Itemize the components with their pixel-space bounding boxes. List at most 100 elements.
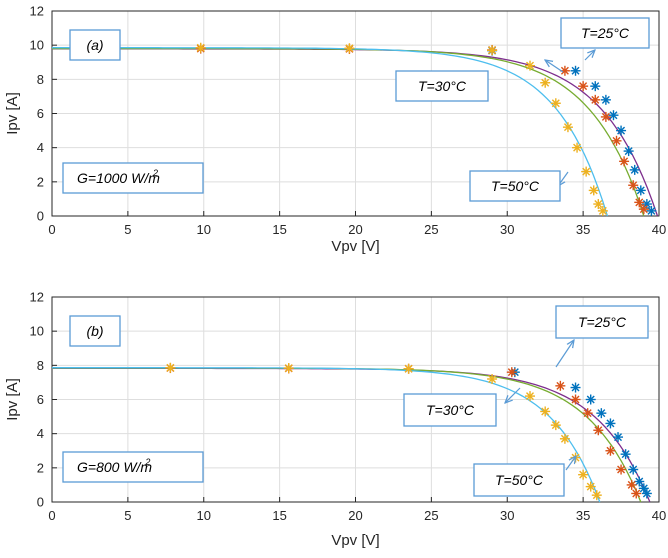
data-point bbox=[608, 110, 619, 121]
x-tick-label: 35 bbox=[576, 222, 590, 237]
marker-stroke bbox=[612, 136, 621, 145]
y-tick-label: 10 bbox=[30, 38, 44, 53]
panel-b: 0 5 10 15 20 25 30 35 40 0 2 4 6 8 10 12 Vpv [V] Ipv [A] (… bbox=[4, 290, 666, 550]
x-axis-label: Vpv [V] bbox=[331, 238, 379, 255]
x-tick-label: 10 bbox=[197, 222, 211, 237]
marker-stroke bbox=[591, 95, 600, 104]
marker-stroke bbox=[639, 484, 648, 493]
irradiance-superscript: 2 bbox=[152, 168, 158, 178]
marker-stroke bbox=[579, 470, 588, 479]
marker-stroke bbox=[573, 143, 582, 152]
marker-stroke bbox=[594, 200, 603, 209]
data-point bbox=[593, 199, 604, 210]
marker-stroke bbox=[586, 395, 595, 404]
temperature-annotation-box bbox=[473, 463, 565, 497]
annotation-arrow bbox=[545, 60, 564, 73]
marker-stroke bbox=[571, 66, 580, 75]
marker-stroke bbox=[591, 82, 600, 91]
marker-stroke bbox=[196, 43, 205, 52]
y-tick-label: 0 bbox=[37, 495, 44, 510]
x-tick-label: 10 bbox=[197, 508, 211, 523]
data-point bbox=[570, 382, 581, 393]
y-tick-label: 6 bbox=[37, 106, 44, 121]
y-tick-label: 4 bbox=[37, 426, 44, 441]
data-point bbox=[634, 197, 645, 208]
x-tick-label: 0 bbox=[48, 508, 55, 523]
marker-stroke bbox=[606, 419, 615, 428]
marker-stroke bbox=[526, 392, 535, 401]
panel-label-box bbox=[69, 29, 121, 61]
data-point bbox=[403, 363, 414, 374]
y-tick-label: 2 bbox=[37, 174, 44, 189]
marker-stroke bbox=[571, 383, 580, 392]
data-point bbox=[195, 42, 206, 53]
data-point bbox=[638, 204, 649, 215]
marker-stroke bbox=[526, 61, 535, 70]
data-point bbox=[590, 81, 601, 92]
x-tick-label: 25 bbox=[424, 222, 438, 237]
marker-stroke bbox=[617, 126, 626, 135]
data-point bbox=[597, 205, 608, 216]
data-point bbox=[570, 65, 581, 76]
x-tick-label: 35 bbox=[576, 508, 590, 523]
marker-stroke bbox=[345, 44, 354, 53]
panel-label-box bbox=[69, 315, 121, 347]
data-point bbox=[540, 77, 551, 88]
temperature-annotation-box bbox=[395, 70, 489, 102]
data-point bbox=[525, 391, 536, 402]
data-point bbox=[611, 135, 622, 146]
marker-stroke bbox=[579, 82, 588, 91]
data-point bbox=[283, 363, 294, 374]
marker-stroke bbox=[582, 167, 591, 176]
data-point bbox=[559, 433, 570, 444]
temperature-annotation: T=50°C bbox=[491, 178, 540, 194]
temperature-annotation-box bbox=[560, 17, 650, 49]
marker-stroke bbox=[642, 489, 651, 498]
data-point bbox=[628, 464, 639, 475]
data-point bbox=[619, 156, 630, 167]
x-tick-label: 25 bbox=[424, 508, 438, 523]
temperature-annotation-box bbox=[555, 305, 649, 339]
data-point bbox=[344, 43, 355, 54]
data-point bbox=[570, 394, 581, 405]
marker-stroke bbox=[635, 198, 644, 207]
marker-stroke bbox=[556, 381, 565, 390]
data-point bbox=[582, 408, 593, 419]
panel-label: (a) bbox=[86, 37, 103, 53]
y-tick-label: 8 bbox=[37, 72, 44, 87]
data-point bbox=[572, 142, 583, 153]
temperature-annotation: T=30°C bbox=[418, 78, 467, 94]
marker-stroke bbox=[284, 364, 293, 373]
temperature-annotation-box bbox=[403, 393, 497, 427]
marker-stroke bbox=[594, 426, 603, 435]
y-tick-label: 6 bbox=[37, 392, 44, 407]
data-point bbox=[616, 125, 627, 136]
marker-stroke bbox=[551, 99, 560, 108]
marker-stroke bbox=[404, 364, 413, 373]
data-point bbox=[600, 111, 611, 122]
marker-stroke bbox=[620, 157, 629, 166]
irradiance-box bbox=[62, 162, 204, 194]
data-point bbox=[487, 45, 498, 56]
temperature-annotation-box bbox=[469, 170, 561, 202]
annotation-arrow bbox=[565, 456, 576, 471]
y-axis-label: Ipv [A] bbox=[4, 378, 21, 421]
irradiance-label: G=1000 W/m bbox=[77, 170, 160, 186]
marker-stroke bbox=[488, 46, 497, 55]
marker-stroke bbox=[606, 446, 615, 455]
marker-stroke bbox=[636, 186, 645, 195]
data-point bbox=[641, 488, 652, 499]
marker-stroke bbox=[632, 489, 641, 498]
irradiance-box bbox=[62, 451, 204, 483]
data-point bbox=[626, 479, 637, 490]
axes-box bbox=[51, 296, 660, 503]
marker-stroke bbox=[583, 409, 592, 418]
data-point bbox=[638, 483, 649, 494]
marker-stroke bbox=[630, 165, 639, 174]
panel-label: (b) bbox=[86, 323, 103, 339]
data-point bbox=[588, 185, 599, 196]
x-tick-label: 30 bbox=[500, 508, 514, 523]
annotation-arrow bbox=[584, 50, 595, 61]
data-point bbox=[585, 481, 596, 492]
